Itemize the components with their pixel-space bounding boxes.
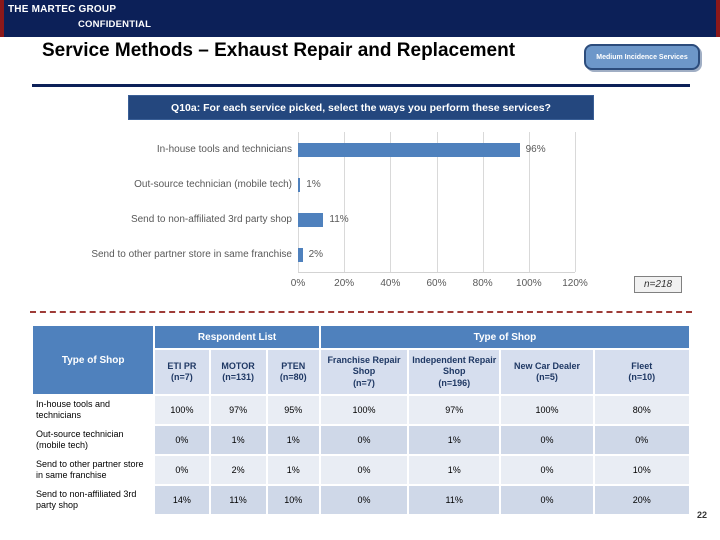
x-tick-label: 60%	[426, 278, 447, 289]
question-banner: Q10a: For each service picked, select th…	[128, 95, 594, 120]
right-edge-accent	[716, 0, 720, 37]
value-cell: 0%	[501, 456, 593, 484]
bar-chart: In-house tools and technicians 96% Out-sou…	[0, 130, 720, 305]
sample-size-box: n=218	[634, 276, 683, 293]
column-header: New Car Dealer (n=5)	[501, 350, 593, 394]
chart-row: In-house tools and technicians 96%	[0, 132, 720, 167]
chart-category-label: Out-source technician (mobile tech)	[134, 179, 292, 190]
value-cell: 1%	[210, 426, 266, 454]
confidential-label: CONFIDENTIAL	[78, 19, 152, 30]
value-cell: 1%	[409, 456, 500, 484]
chart-gridlines	[298, 132, 576, 273]
column-header: ETI PR (n=7)	[155, 350, 209, 394]
left-edge-accent	[0, 0, 4, 37]
chart-rows: In-house tools and technicians 96% Out-sou…	[0, 132, 720, 272]
gridline	[344, 132, 346, 272]
chart-value-label: 11%	[329, 214, 349, 225]
table-row: Send to other partner store in same fran…	[33, 456, 689, 484]
table-band-row: Type of Shop Respondent List Type of Sho…	[33, 326, 689, 394]
page-title: Service Methods – Exhaust Repair and Rep…	[42, 40, 516, 61]
table-row: Out-source technician (mobile tech) 0% 1% 1…	[33, 426, 689, 454]
x-tick-label: 100%	[516, 278, 542, 289]
value-cell: 0%	[501, 426, 593, 454]
value-cell: 0%	[501, 486, 593, 514]
x-tick-label: 20%	[334, 278, 355, 289]
column-header: Franchise Repair Shop (n=7)	[320, 350, 408, 394]
value-cell: 95%	[267, 396, 319, 424]
chart-x-axis: 0% 20% 40% 60% 80% 100% 120%	[291, 278, 588, 292]
type-of-shop-band: Type of Shop	[320, 326, 689, 348]
gridline	[298, 132, 299, 272]
value-cell: 10%	[267, 486, 319, 514]
column-header: Independent Repair Shop (n=196)	[409, 350, 500, 394]
gridline	[575, 132, 576, 272]
value-cell: 14%	[155, 486, 209, 514]
title-divider	[32, 84, 690, 87]
value-cell: 80%	[594, 396, 689, 424]
row-label: Out-source technician (mobile tech)	[33, 426, 154, 454]
value-cell: 0%	[594, 426, 689, 454]
chart-bar	[298, 247, 303, 262]
chart-bar	[298, 142, 520, 157]
value-cell: 100%	[320, 396, 408, 424]
value-cell: 11%	[210, 486, 266, 514]
value-cell: 0%	[320, 426, 408, 454]
chart-row: Send to other partner store in same fran…	[0, 237, 720, 272]
chart-category-label: Send to other partner store in same fran…	[91, 249, 292, 260]
x-tick-label: 0%	[290, 278, 306, 289]
x-tick-label: 120%	[562, 278, 588, 289]
gridline	[528, 132, 530, 272]
respondent-list-band: Respondent List	[155, 326, 319, 348]
chart-row: Send to non-affiliated 3rd party shop 11%	[0, 202, 720, 237]
org-name: THE MARTEC GROUP	[8, 4, 117, 15]
chart-bar	[298, 177, 301, 192]
gridline	[436, 132, 438, 272]
medium-incidence-badge[interactable]: Medium Incidence Services	[584, 44, 700, 70]
chart-value-label: 96%	[525, 144, 546, 155]
value-cell: 0%	[320, 486, 408, 514]
value-cell: 100%	[501, 396, 593, 424]
dashed-divider	[30, 311, 692, 313]
value-cell: 100%	[155, 396, 209, 424]
value-cell: 0%	[155, 426, 209, 454]
top-banner: THE MARTEC GROUP CONFIDENTIAL	[0, 0, 720, 37]
corner-header: Type of Shop	[33, 326, 154, 394]
row-label: Send to other partner store in same fran…	[33, 456, 154, 484]
value-cell: 2%	[210, 456, 266, 484]
chart-category-label: In-house tools and technicians	[156, 144, 292, 155]
value-cell: 0%	[320, 456, 408, 484]
gridline	[390, 132, 392, 272]
row-label: Send to non-affiliated 3rd party shop	[33, 486, 154, 514]
value-cell: 1%	[409, 426, 500, 454]
chart-value-label: 2%	[308, 249, 324, 260]
chart-row: Out-source technician (mobile tech) 1%	[0, 167, 720, 202]
value-cell: 1%	[267, 426, 319, 454]
value-cell: 97%	[210, 396, 266, 424]
gridline	[482, 132, 484, 272]
results-table: Type of Shop Respondent List Type of Sho…	[31, 324, 691, 516]
chart-value-label: 1%	[306, 179, 321, 190]
x-tick-label: 80%	[472, 278, 493, 289]
column-header: PTEN (n=80)	[267, 350, 319, 394]
page-number: 22	[697, 510, 708, 520]
chart-category-label: Send to non-affiliated 3rd party shop	[130, 214, 292, 225]
value-cell: 97%	[409, 396, 500, 424]
table-row: In-house tools and technicians 100% 97% 95%…	[33, 396, 689, 424]
value-cell: 11%	[409, 486, 500, 514]
value-cell: 10%	[594, 456, 689, 484]
chart-bar	[298, 212, 324, 227]
row-label: In-house tools and technicians	[33, 396, 154, 424]
table-subheader-row: ETI PR (n=7) MOTOR (n=131) PTEN (n=80) Fran…	[33, 350, 689, 394]
column-header: MOTOR (n=131)	[210, 350, 266, 394]
table-row: Send to non-affiliated 3rd party shop 14%…	[33, 486, 689, 514]
value-cell: 1%	[267, 456, 319, 484]
x-tick-label: 40%	[380, 278, 401, 289]
value-cell: 0%	[155, 456, 209, 484]
column-header: Fleet (n=10)	[594, 350, 689, 394]
value-cell: 20%	[594, 486, 689, 514]
